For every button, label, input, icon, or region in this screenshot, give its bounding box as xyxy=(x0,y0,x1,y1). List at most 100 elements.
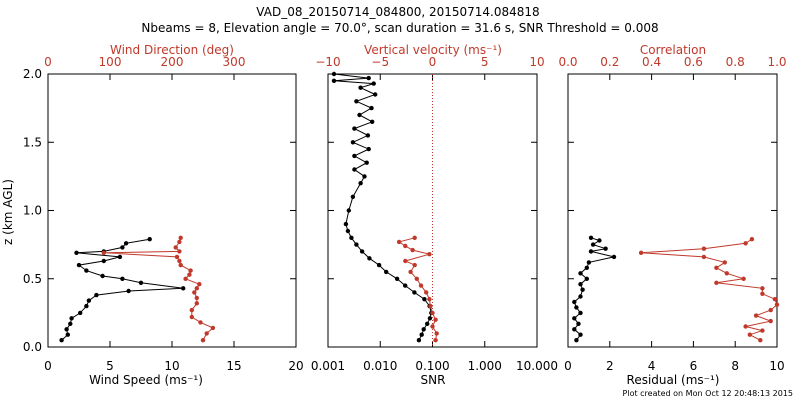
series-point xyxy=(743,324,748,329)
series-point xyxy=(350,194,356,199)
series-point xyxy=(86,298,92,303)
top-tick-label: 0.8 xyxy=(726,55,745,69)
series-point xyxy=(772,297,778,302)
series-point xyxy=(701,254,707,260)
series-point xyxy=(588,249,594,254)
series-point xyxy=(101,258,107,264)
series-point xyxy=(357,112,362,118)
series-point xyxy=(427,297,432,302)
series-line xyxy=(61,238,184,341)
series-point xyxy=(714,280,719,285)
series-point xyxy=(69,316,74,321)
series-point xyxy=(173,245,178,250)
series-point xyxy=(433,317,438,322)
series-point xyxy=(578,332,583,337)
series-point xyxy=(178,235,183,240)
residual-axis-label: Residual (ms⁻¹) xyxy=(627,373,720,387)
series-point xyxy=(331,71,337,77)
series-point xyxy=(384,269,389,275)
series-point xyxy=(192,290,197,295)
series-point xyxy=(365,133,371,138)
series-point xyxy=(117,254,123,260)
series-point xyxy=(331,78,337,84)
series-point xyxy=(427,316,433,321)
top-tick-label: 0.2 xyxy=(600,55,619,69)
series-point xyxy=(434,331,439,336)
bottom-tick-label: 5 xyxy=(106,359,114,373)
panel-vertical: Vertical velocity (ms⁻¹) SNR 0.001 0.010 0… xyxy=(311,43,558,387)
series-point xyxy=(352,126,357,131)
snr-axis-label: SNR xyxy=(421,373,446,387)
top-tick-label: 100 xyxy=(99,55,122,69)
bottom-tick-label: 15 xyxy=(226,359,241,373)
series-point xyxy=(611,254,617,260)
vertical-panel-series xyxy=(331,71,439,343)
series-point xyxy=(425,321,430,326)
series-point xyxy=(722,260,727,265)
top-tick-label: 300 xyxy=(223,55,246,69)
series-point xyxy=(147,237,152,242)
series-point xyxy=(364,160,369,165)
series-point xyxy=(421,327,426,332)
top-tick-label: −5 xyxy=(371,55,389,69)
vertical-velocity-axis-label: Vertical velocity (ms⁻¹) xyxy=(364,43,502,57)
series-point xyxy=(188,268,193,273)
series-point xyxy=(597,238,602,243)
series-point xyxy=(578,282,583,287)
bottom-tick-label: 0.010 xyxy=(363,359,397,373)
plot-created-footer: Plot created on Mon Oct 12 20:48:13 2015 xyxy=(623,389,793,398)
series-point xyxy=(65,332,71,337)
wind-panel-series xyxy=(59,235,216,343)
top-tick-label: 0 xyxy=(44,55,52,69)
series-point xyxy=(403,258,408,264)
bottom-tick-label: 1.000 xyxy=(468,359,502,373)
y-tick-label: 0.0 xyxy=(23,340,42,354)
series-point xyxy=(572,327,577,332)
wind-direction-axis-label: Wind Direction (deg) xyxy=(110,43,234,57)
series-point xyxy=(580,287,585,292)
series-point xyxy=(410,247,415,253)
series-point xyxy=(346,208,351,213)
series-point xyxy=(760,291,765,296)
series-point xyxy=(370,119,375,125)
bottom-tick-label: 0.100 xyxy=(415,359,449,373)
series-point xyxy=(367,256,372,261)
series-point xyxy=(758,338,763,343)
series-point xyxy=(403,243,408,249)
series-point xyxy=(369,105,374,111)
top-tick-label: 0.4 xyxy=(642,55,661,69)
series-point xyxy=(366,146,371,152)
series-point xyxy=(574,305,579,310)
series-point xyxy=(403,283,408,288)
top-tick-label: 5 xyxy=(481,55,489,69)
series-point xyxy=(354,242,359,247)
bottom-tick-label: 4 xyxy=(648,359,656,373)
series-point xyxy=(753,313,759,318)
bottom-tick-label: 2 xyxy=(606,359,614,373)
series-point xyxy=(94,292,99,298)
series-point xyxy=(743,241,748,246)
top-tick-label: 1.0 xyxy=(767,55,786,69)
top-tick-label: 0.6 xyxy=(684,55,703,69)
series-point xyxy=(576,321,581,326)
series-point xyxy=(422,297,427,302)
series-point xyxy=(428,303,433,309)
series-point xyxy=(197,282,202,287)
series-point xyxy=(366,75,371,81)
series-point xyxy=(768,318,773,324)
series-point xyxy=(768,307,773,313)
series-point xyxy=(123,241,129,246)
series-point xyxy=(774,302,780,307)
series-point xyxy=(430,310,435,316)
series-point xyxy=(430,324,435,329)
panel-wind: Wind Direction (deg) Wind Speed (ms⁻¹) z… xyxy=(1,43,304,387)
series-point xyxy=(424,290,429,295)
series-line xyxy=(103,237,214,341)
series-point xyxy=(376,262,382,268)
bottom-tick-label: 0 xyxy=(564,359,572,373)
top-tick-label: 0 xyxy=(429,55,437,69)
series-point xyxy=(177,239,182,245)
series-line xyxy=(641,238,778,341)
